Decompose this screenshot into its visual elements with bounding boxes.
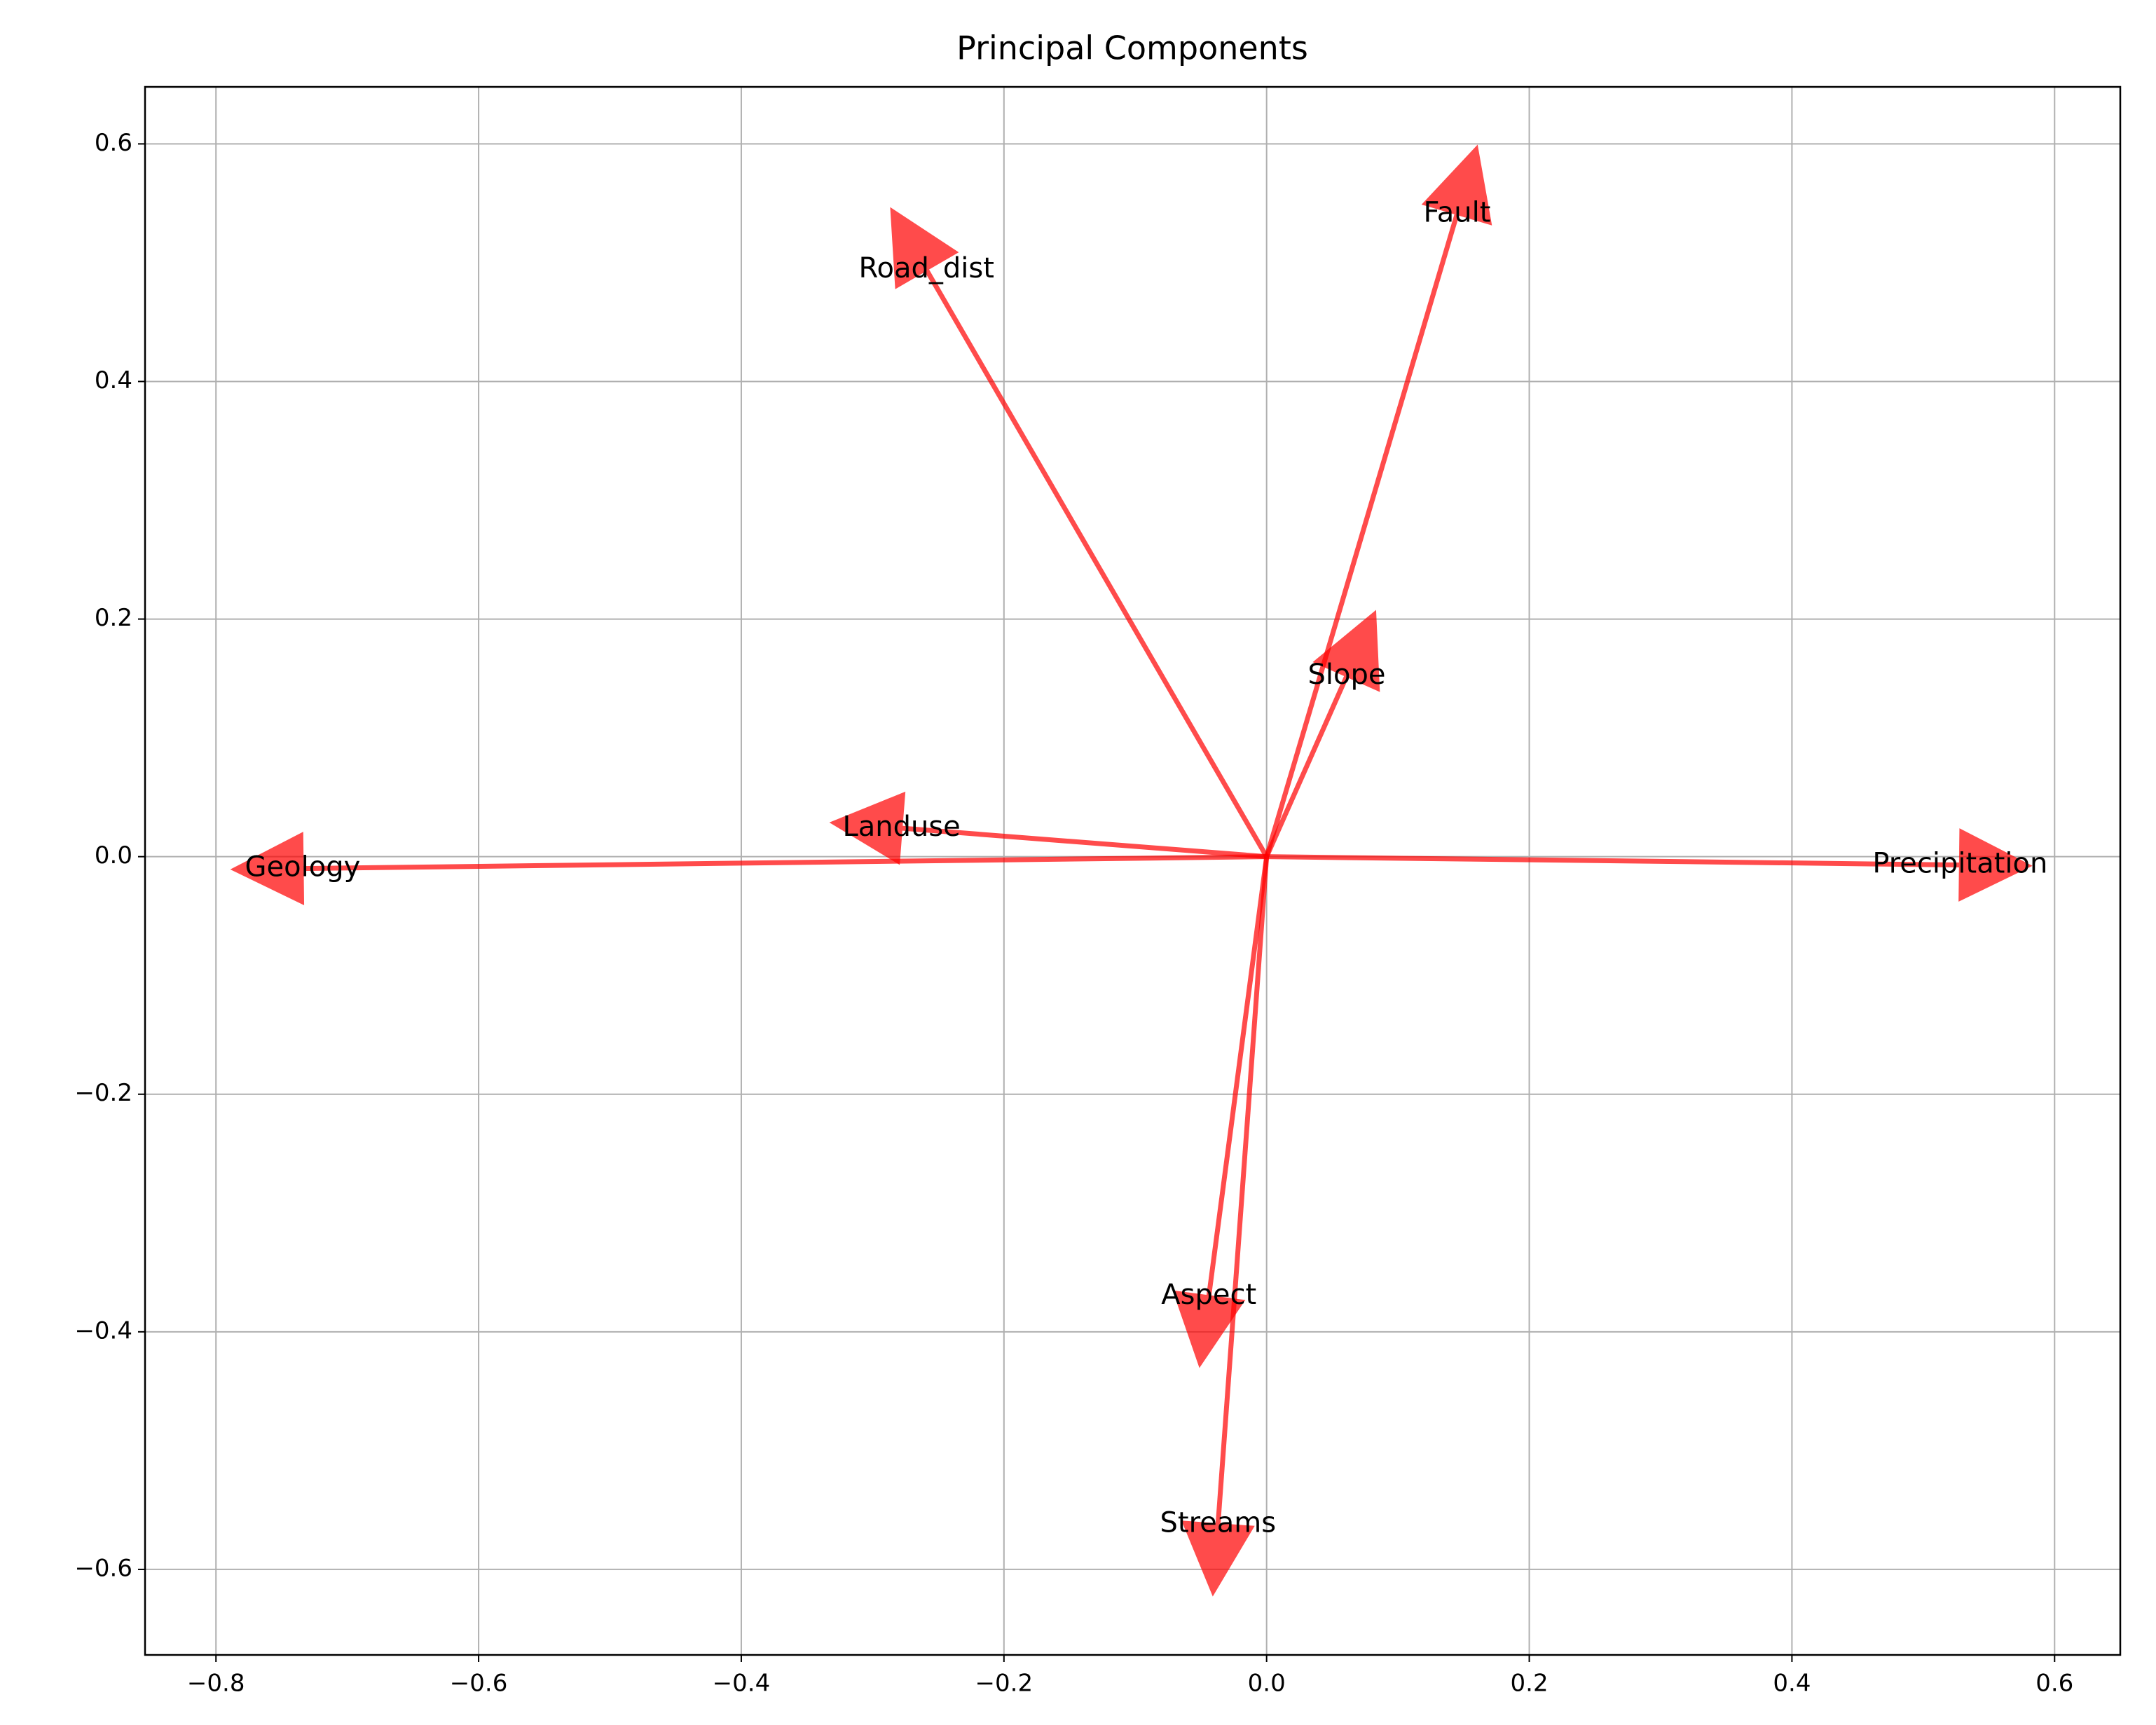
- arrow: [829, 791, 1267, 865]
- arrow-shaft: [901, 825, 1267, 860]
- arrow-head: [890, 207, 959, 289]
- y-tick-label: 0.2: [95, 604, 132, 632]
- arrow-head: [1421, 144, 1492, 226]
- x-tick-label: −0.8: [187, 1670, 245, 1698]
- y-tick-label: −0.4: [74, 1317, 132, 1345]
- y-tick-label: −0.2: [74, 1079, 132, 1107]
- arrow: [1264, 144, 1492, 858]
- arrow-shaft: [302, 854, 1267, 872]
- y-tick-label: 0.4: [95, 366, 132, 394]
- vector-label: Slope: [1308, 659, 1386, 691]
- arrow-shaft: [1264, 675, 1350, 858]
- arrow-shaft: [1266, 854, 1961, 868]
- arrow: [1266, 828, 2033, 902]
- x-tick-label: 0.2: [1511, 1670, 1549, 1698]
- x-tick-label: −0.6: [450, 1670, 508, 1698]
- x-tick-label: 0.6: [2035, 1670, 2073, 1698]
- arrow-head: [1172, 1290, 1246, 1368]
- arrow-shaft: [1206, 856, 1270, 1297]
- arrow: [1264, 610, 1380, 858]
- vector-label: Road_dist: [859, 252, 994, 284]
- x-tick-label: −0.2: [975, 1670, 1034, 1698]
- x-tick-label: 0.0: [1248, 1670, 1286, 1698]
- arrow: [1181, 856, 1270, 1597]
- vector-label: Streams: [1160, 1507, 1277, 1539]
- arrow-shaft: [1264, 213, 1460, 858]
- vector-label: Landuse: [842, 811, 960, 843]
- arrow-shaft: [924, 268, 1269, 858]
- vector-label: Fault: [1423, 196, 1490, 228]
- x-tick-label: 0.4: [1773, 1670, 1811, 1698]
- arrow-head: [1958, 828, 2033, 902]
- arrow: [230, 832, 1267, 906]
- y-tick-label: −0.6: [74, 1554, 132, 1582]
- vector-label: Aspect: [1161, 1279, 1256, 1311]
- chart-title: Principal Components: [956, 29, 1308, 67]
- y-tick-label: 0.0: [95, 841, 132, 870]
- arrow-head: [230, 832, 305, 906]
- vector-label: Precipitation: [1872, 848, 2047, 880]
- arrow-head: [1312, 610, 1380, 692]
- y-tick-label: 0.6: [95, 129, 132, 157]
- arrow-shaft: [1215, 856, 1270, 1525]
- arrow-head: [829, 791, 906, 865]
- arrow: [1172, 856, 1270, 1368]
- x-tick-label: −0.4: [713, 1670, 771, 1698]
- arrow: [890, 207, 1269, 858]
- vector-label: Geology: [245, 851, 361, 884]
- plot-frame: [144, 85, 2122, 1656]
- arrow-head: [1181, 1520, 1255, 1597]
